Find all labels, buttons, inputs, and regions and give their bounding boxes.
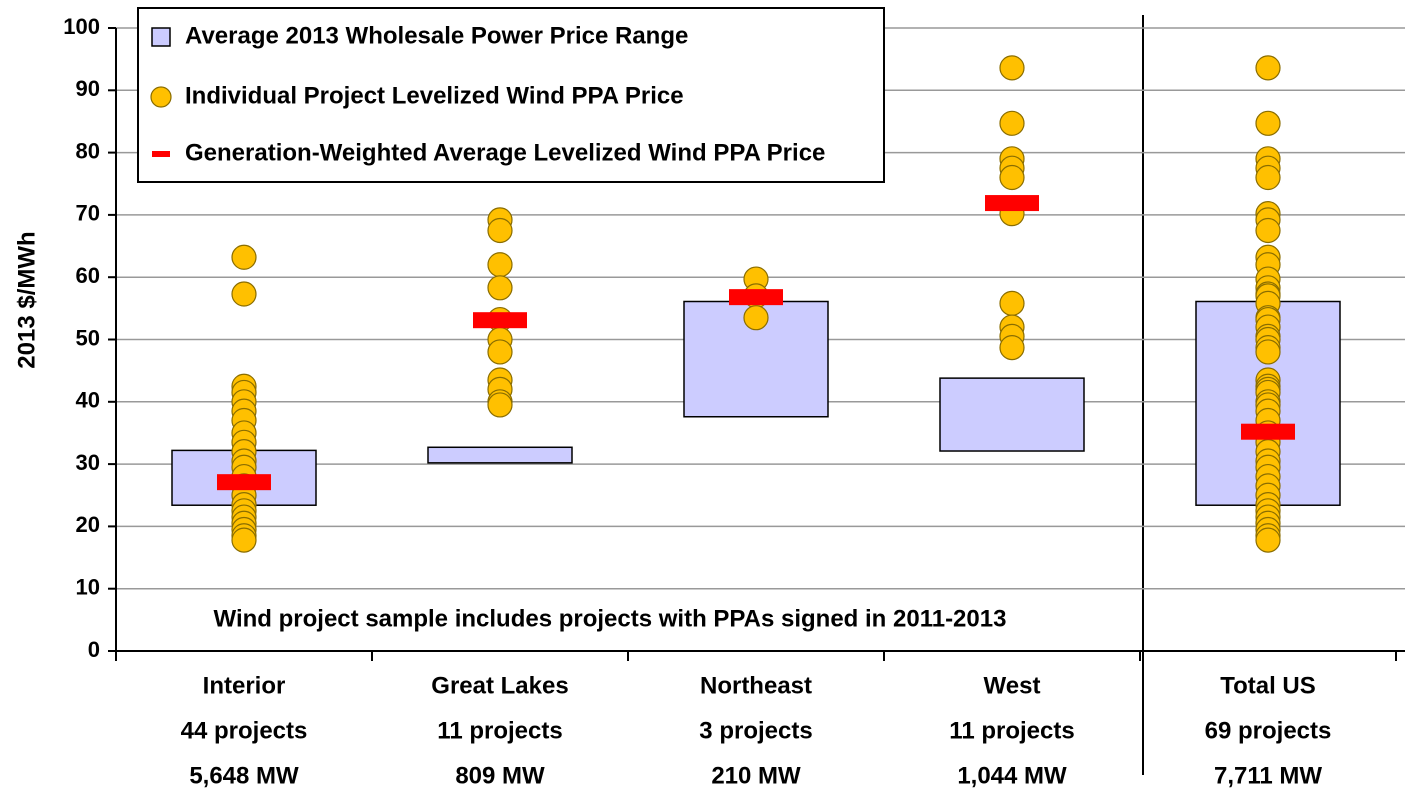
project-point <box>999 164 1025 191</box>
project-point <box>1255 55 1281 81</box>
y-tick-label: 30 <box>76 450 100 475</box>
category-detail: 11 projects <box>949 717 1074 744</box>
y-tick-label: 10 <box>76 575 100 600</box>
range-box <box>427 446 573 464</box>
project-point <box>487 275 513 301</box>
project-point <box>487 252 513 278</box>
project-point <box>1255 339 1281 365</box>
legend-label: Individual Project Levelized Wind PPA Pr… <box>185 82 684 109</box>
project-point <box>1255 527 1281 553</box>
y-tick-label: 40 <box>76 388 100 413</box>
project-point <box>487 392 513 418</box>
legend-swatch <box>150 86 172 108</box>
category-detail: 69 projects <box>1205 717 1332 744</box>
y-tick-label: 0 <box>88 637 100 662</box>
project-point <box>999 55 1025 81</box>
weighted-average <box>1241 423 1295 440</box>
category-detail: 210 MW <box>711 762 801 789</box>
weighted-average <box>729 289 783 306</box>
legend-swatch <box>151 27 171 47</box>
project-point <box>1255 217 1281 244</box>
category-label: West <box>984 672 1041 699</box>
category-detail: 11 projects <box>437 717 562 744</box>
project-point <box>231 527 257 553</box>
project-point <box>231 244 257 270</box>
y-tick-label: 60 <box>76 263 100 288</box>
y-tick-label: 100 <box>63 14 100 39</box>
category-label: Great Lakes <box>431 672 568 699</box>
project-point <box>231 281 257 307</box>
category-detail: 7,711 MW <box>1214 762 1322 789</box>
legend-label: Generation-Weighted Average Levelized Wi… <box>185 139 825 166</box>
weighted-average <box>473 312 527 329</box>
weighted-average <box>985 195 1039 212</box>
category-label: Total US <box>1220 672 1316 699</box>
y-tick-label: 20 <box>76 512 100 537</box>
y-axis-label: 2013 $/MWh <box>13 231 40 368</box>
project-point <box>487 217 513 244</box>
project-point <box>743 305 769 331</box>
category-detail: 1,044 MW <box>957 762 1067 789</box>
project-point <box>999 110 1025 136</box>
y-tick-label: 80 <box>76 138 100 163</box>
project-point <box>1255 164 1281 191</box>
legend-label: Average 2013 Wholesale Power Price Range <box>185 22 688 49</box>
project-point <box>999 334 1025 361</box>
project-point <box>487 339 513 365</box>
legend-swatch <box>152 151 170 157</box>
legend <box>137 7 885 183</box>
category-detail: 44 projects <box>181 717 308 744</box>
range-box <box>939 377 1085 452</box>
category-detail: 5,648 MW <box>189 762 299 789</box>
project-point <box>1255 110 1281 136</box>
category-label: Northeast <box>700 672 812 699</box>
y-tick-label: 70 <box>76 201 100 226</box>
category-detail: 809 MW <box>455 762 545 789</box>
weighted-average <box>217 474 271 491</box>
annotation: Wind project sample includes projects wi… <box>214 605 1007 632</box>
category-label: Interior <box>203 672 286 699</box>
category-detail: 3 projects <box>699 717 812 744</box>
y-tick-label: 50 <box>76 325 100 350</box>
project-point <box>999 290 1025 316</box>
y-tick-label: 90 <box>76 76 100 101</box>
